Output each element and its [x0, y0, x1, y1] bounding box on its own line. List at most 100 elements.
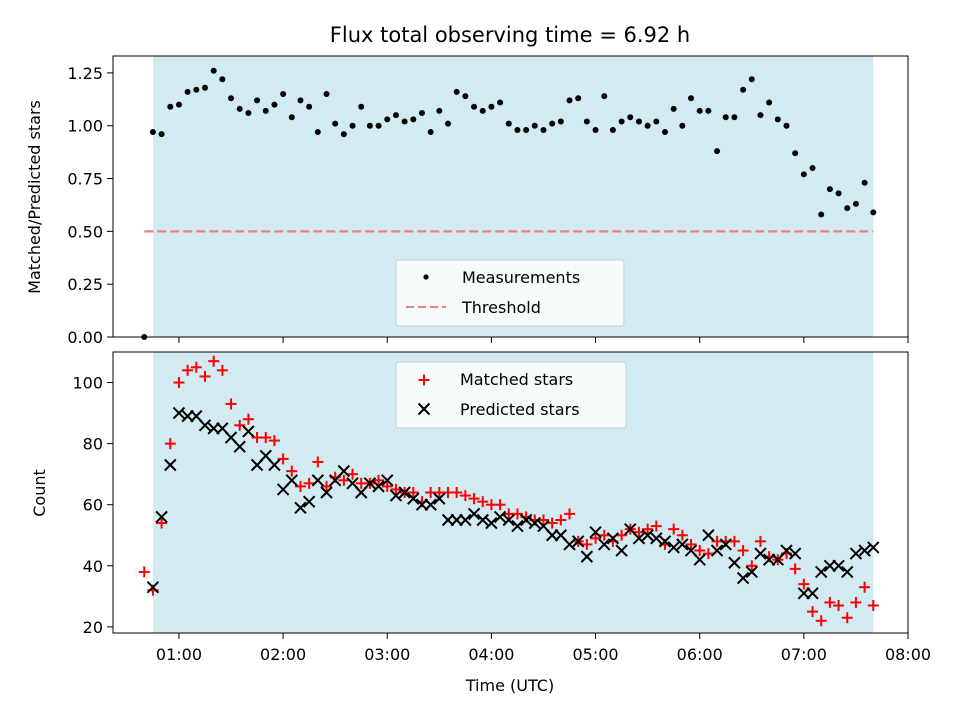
matched-star-point	[268, 435, 280, 447]
matched-star-point	[225, 398, 237, 410]
measurement-point	[193, 86, 200, 93]
matched-star-point	[381, 480, 393, 492]
predicted-star-point	[476, 513, 489, 527]
matched-star-point	[208, 355, 220, 367]
ratio-legend-box	[395, 259, 625, 327]
matched-star-point	[633, 526, 645, 538]
matched-star-point	[702, 548, 714, 560]
predicted-star-point	[693, 553, 706, 566]
matched-star-point	[477, 496, 489, 508]
measurement-point	[844, 205, 851, 212]
matched-star-point	[668, 523, 680, 535]
measurement-point	[314, 129, 321, 136]
predicted-star-point	[493, 510, 507, 524]
measurement-point	[228, 95, 235, 102]
count-y-tick-label: 40	[83, 557, 103, 576]
predicted-star-point	[728, 556, 741, 569]
count-x-tick-label: 07:00	[781, 645, 827, 664]
predicted-star-point	[528, 516, 542, 530]
measurement-point	[714, 148, 721, 155]
predicted-star-point	[146, 580, 160, 594]
measurement-point	[210, 67, 217, 74]
count-y-axis-label: Count	[30, 469, 49, 517]
matched-star-point	[746, 560, 758, 572]
count-legend-box	[395, 361, 627, 429]
predicted-star-point	[598, 538, 611, 551]
measurement-point	[384, 116, 391, 123]
ratio-y-tick-label: 0.25	[67, 275, 103, 294]
predicted-legend-glyph	[417, 402, 431, 416]
matched-star-point	[694, 545, 706, 557]
matched-star-point	[312, 456, 324, 468]
predicted-star-point	[485, 516, 498, 530]
measurement-point	[696, 107, 703, 114]
matched-star-point	[390, 483, 402, 495]
predicted-star-point	[702, 529, 715, 542]
matched-star-point	[494, 499, 506, 511]
matched-star-point	[173, 377, 185, 389]
predicted-star-point	[867, 541, 880, 554]
measurement-point	[236, 105, 243, 112]
matched-star-point	[546, 517, 558, 529]
matched-star-point	[182, 364, 194, 376]
measurement-point	[731, 114, 738, 121]
measurement-point	[254, 97, 261, 104]
matched-star-point	[190, 361, 202, 373]
predicted-star-point	[381, 474, 394, 487]
time-x-axis-label: Time (UTC)	[465, 676, 554, 695]
matched-star-point	[833, 600, 845, 612]
matched-star-point	[841, 612, 853, 624]
matched-star-point	[564, 508, 576, 520]
matched-star-point	[798, 578, 810, 590]
predicted-star-point	[832, 559, 845, 573]
ratio-panel: 0.00 0.25 0.50 0.75 1.00 1.25 Matched/Predict…	[25, 55, 909, 347]
predicted-star-point	[658, 535, 672, 548]
measurement-point	[175, 101, 182, 108]
chart-title: Flux total observing time = 6.92 h	[330, 23, 690, 47]
ratio-plot-area	[141, 56, 877, 340]
matched-star-point	[598, 529, 610, 541]
measurement-point	[418, 110, 425, 117]
predicted-star-point	[710, 544, 724, 557]
count-x-tick-label: 01:00	[156, 645, 202, 664]
predicted-star-point	[433, 492, 446, 505]
predicted-star-point	[806, 587, 819, 600]
measurement-point	[375, 122, 382, 129]
measurement-point	[531, 122, 538, 129]
ratio-y-axis: 0.00 0.25 0.50 0.75 1.00 1.25	[67, 64, 113, 347]
measurement-point	[670, 105, 677, 112]
measurement-point	[783, 122, 790, 129]
measurement-point	[661, 129, 668, 136]
matched-star-point	[537, 514, 549, 526]
measurement-point	[688, 95, 695, 102]
matched-star-point	[468, 493, 480, 505]
matched-stars-legend-marker	[418, 374, 430, 386]
predicted-star-point	[242, 425, 255, 438]
measurement-point	[635, 118, 642, 125]
count-x-tick-label: 05:00	[572, 645, 618, 664]
matched-star-point	[737, 545, 749, 557]
matched-star-point	[754, 535, 766, 547]
predicted-star-point	[372, 480, 385, 493]
measurement-point	[575, 95, 582, 102]
matched-star-point	[199, 370, 211, 382]
matched-star-point	[789, 563, 801, 575]
predicted-star-point	[363, 477, 377, 490]
predicted-star-point	[589, 525, 602, 539]
matched-stars-legend-label: Matched stars	[460, 370, 573, 389]
predicted-star-point	[606, 532, 620, 545]
measurement-point	[167, 103, 174, 110]
measurement-point	[566, 97, 573, 104]
measurement-point	[410, 116, 417, 123]
matched-star-point	[260, 432, 272, 444]
count-y-tick-label: 100	[72, 374, 103, 393]
matched-star-point	[451, 487, 463, 498]
predicted-star-point	[615, 544, 628, 557]
predicted-star-point	[841, 565, 854, 579]
predicted-star-point	[858, 544, 871, 557]
predicted-star-point	[424, 498, 437, 511]
measurement-point	[705, 107, 712, 114]
measurement-point	[158, 131, 165, 138]
measurement-point	[427, 129, 434, 136]
measurements-legend-marker	[423, 274, 429, 280]
